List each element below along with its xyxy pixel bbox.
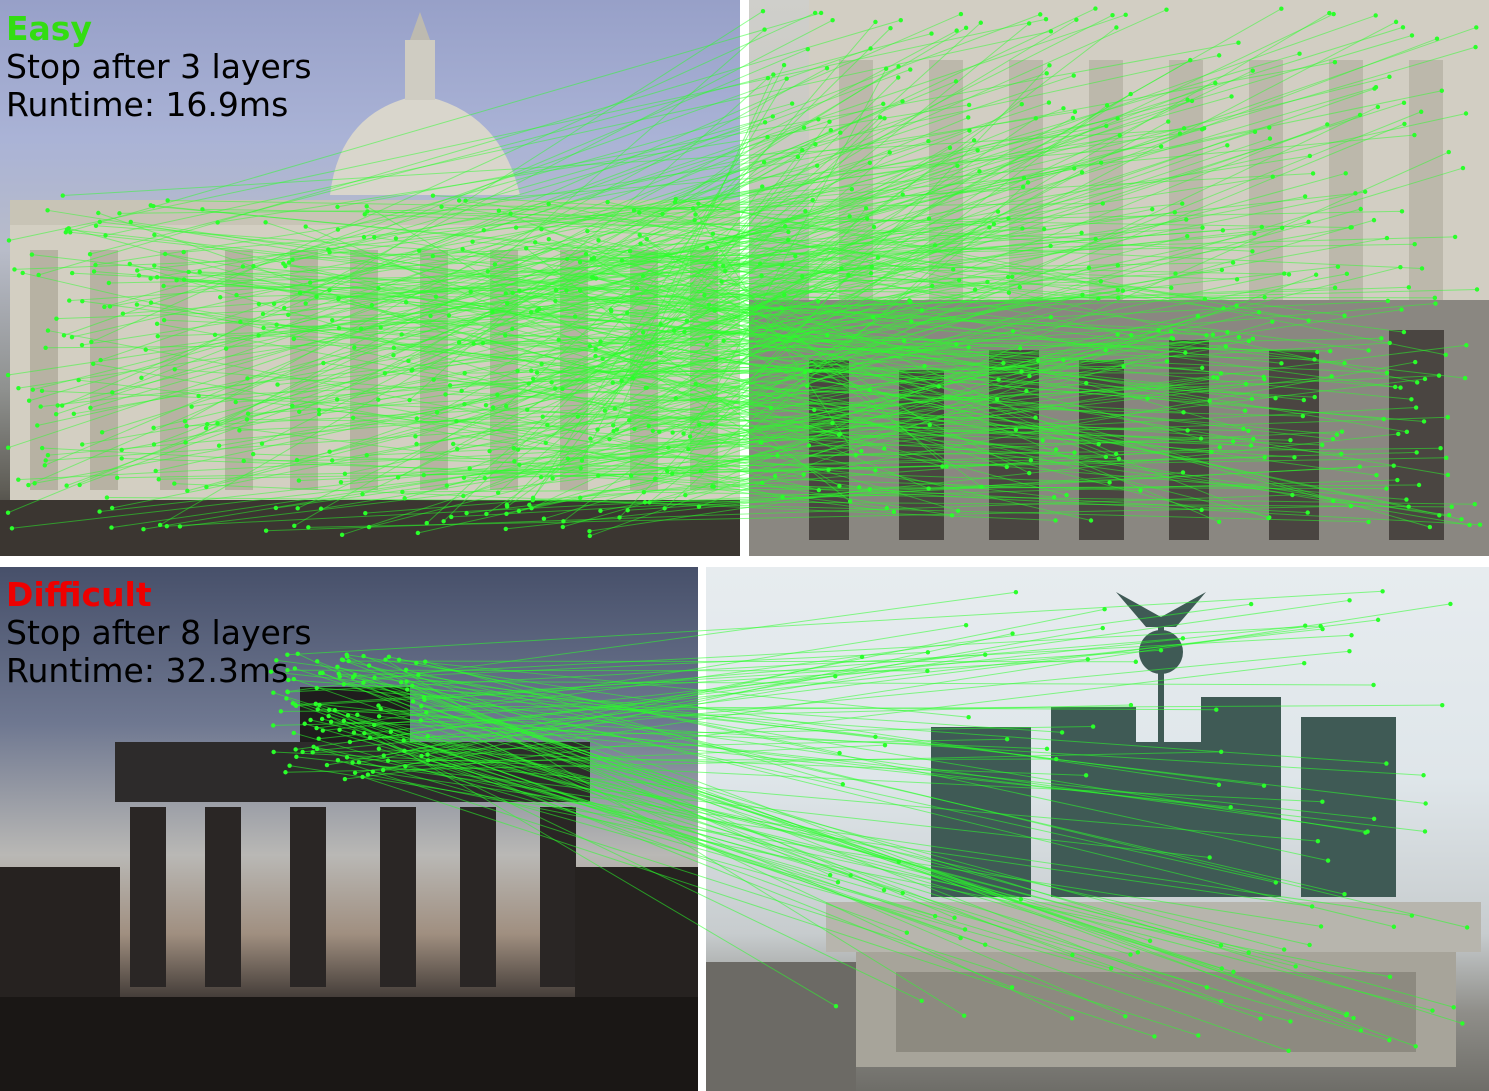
easy-caption: Easy Stop after 3 layers Runtime: 16.9ms (6, 10, 312, 124)
difficult-label: Difficult (6, 575, 152, 614)
easy-label: Easy (6, 9, 92, 48)
difficult-runtime-text: Runtime: 32.3ms (6, 651, 289, 690)
easy-right-photo (749, 0, 1489, 556)
easy-stop-text: Stop after 3 layers (6, 47, 312, 86)
easy-runtime-text: Runtime: 16.9ms (6, 85, 289, 124)
difficult-stop-text: Stop after 8 layers (6, 613, 312, 652)
difficult-caption: Difficult Stop after 8 layers Runtime: 3… (6, 576, 312, 690)
difficult-right-photo (706, 567, 1489, 1091)
